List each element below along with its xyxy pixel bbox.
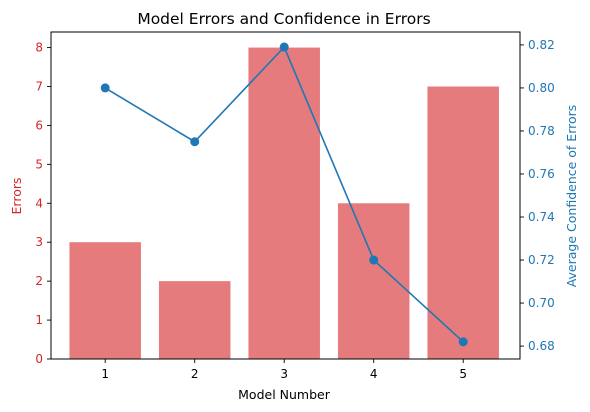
y-left-tick-label: 2 — [35, 274, 43, 288]
y-left-tick-label: 4 — [35, 196, 43, 210]
y-left-tick-label: 6 — [35, 118, 43, 132]
chart-title: Model Errors and Confidence in Errors — [137, 10, 430, 28]
y-left-tick-label: 7 — [35, 80, 43, 94]
y-axis-left: 0 1 2 3 4 5 6 7 8 — [35, 41, 51, 366]
bar — [427, 86, 499, 359]
y-right-tick-label: 0.80 — [528, 81, 555, 95]
x-tick-label: 5 — [459, 367, 467, 381]
x-axis: 1 2 3 4 5 — [101, 359, 467, 381]
line-point — [369, 255, 379, 265]
y-right-tick-label: 0.76 — [528, 167, 555, 181]
bar — [69, 242, 141, 359]
bar — [337, 203, 410, 359]
y-axis-right-label: Average Confidence of Errors — [564, 105, 579, 288]
y-right-tick-label: 0.68 — [528, 339, 555, 353]
x-tick-label: 4 — [370, 367, 378, 381]
y-right-tick-label: 0.74 — [528, 210, 555, 224]
plot-frame — [50, 31, 521, 360]
x-tick-label: 3 — [280, 367, 288, 381]
line-point — [279, 42, 289, 52]
y-left-tick-label: 3 — [35, 235, 43, 249]
y-axis-left-label: Errors — [9, 178, 24, 215]
x-tick-label: 2 — [191, 367, 199, 381]
x-axis-label: Model Number — [238, 387, 331, 402]
line-series — [100, 42, 468, 347]
y-axis-right: 0.68 0.70 0.72 0.74 0.76 0.78 0.80 0.82 — [520, 38, 555, 353]
y-right-tick-label: 0.82 — [528, 38, 555, 52]
line-point — [190, 137, 200, 147]
y-left-tick-label: 1 — [35, 313, 43, 327]
y-left-tick-label: 5 — [35, 157, 43, 171]
y-right-tick-label: 0.70 — [528, 296, 555, 310]
y-left-tick-label: 8 — [35, 41, 43, 55]
bar-series — [69, 47, 499, 359]
bar — [248, 47, 320, 359]
bar — [158, 281, 231, 359]
line-point — [458, 337, 468, 347]
x-tick-label: 1 — [101, 367, 109, 381]
y-right-tick-label: 0.78 — [528, 124, 555, 138]
y-right-tick-label: 0.72 — [528, 253, 555, 267]
y-left-tick-label: 0 — [35, 352, 43, 366]
line-point — [100, 83, 110, 93]
